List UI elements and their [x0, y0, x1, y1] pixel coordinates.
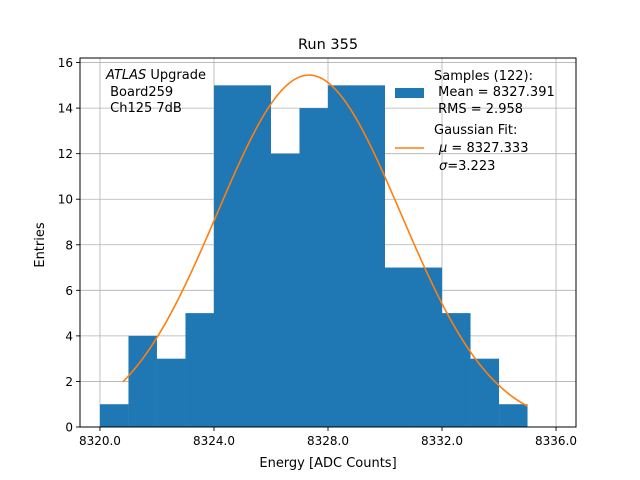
legend-samples-patch: [395, 88, 424, 98]
histogram-bar: [385, 267, 414, 427]
annotation-atlas: ATLAS: [105, 68, 146, 83]
legend-samples-title: Samples (122):: [434, 69, 533, 84]
annotation-line-3: Ch125 7dB: [106, 101, 182, 116]
histogram-bar: [156, 358, 186, 427]
annotation-line-1: ATLAS Upgrade: [105, 68, 206, 83]
histogram-bar: [299, 108, 328, 427]
y-tick-label: 4: [65, 329, 73, 343]
legend-fit-mu: μ = 8327.333: [438, 141, 528, 156]
bars-layer: [99, 85, 528, 427]
legend-fit-title: Gaussian Fit:: [434, 123, 517, 138]
histogram-bar: [270, 153, 300, 427]
x-tick-label: 8320.0: [79, 434, 121, 448]
histogram-bar: [499, 404, 528, 427]
y-tick-label: 14: [58, 102, 73, 116]
histogram-bar: [213, 85, 243, 427]
histogram-bar: [413, 267, 443, 427]
fit-layer: [122, 74, 528, 407]
legend-mu-value: = 8327.333: [447, 141, 528, 156]
legend-sigma-value: =3.223: [447, 159, 495, 174]
histogram-bar: [356, 85, 386, 427]
y-tick-label: 8: [65, 238, 73, 252]
y-tick-label: 6: [65, 284, 73, 298]
legend: Samples (122): Mean = 8327.391 RMS = 2.9…: [395, 69, 555, 174]
y-tick-label: 12: [58, 147, 73, 161]
atlas-annotation: ATLAS Upgrade Board259 Ch125 7dB: [105, 68, 206, 116]
x-tick-label: 8332.0: [421, 434, 463, 448]
histogram-bar: [99, 404, 129, 427]
y-tick-label: 0: [65, 421, 73, 435]
ticks-layer: 8320.0 8324.0 8328.0 8332.0 8336.0 0 2 4 6 8 10 12 1…: [58, 56, 577, 448]
annotation-line-2: Board259: [106, 85, 173, 100]
legend-samples-rms: RMS = 2.958: [434, 102, 523, 117]
histogram-bar: [185, 313, 214, 427]
annotation-upgrade: Upgrade: [146, 68, 206, 83]
chart-title: Run 355: [298, 37, 358, 53]
x-tick-label: 8328.0: [307, 434, 349, 448]
y-tick-label: 10: [58, 193, 73, 207]
histogram-bar: [242, 85, 271, 427]
y-tick-label: 16: [58, 56, 73, 70]
histogram-bar: [442, 313, 471, 427]
y-tick-label: 2: [65, 375, 73, 389]
y-axis-label: Entries: [33, 222, 48, 268]
legend-sigma-symbol: σ: [439, 159, 448, 174]
legend-fit-sigma: σ=3.223: [439, 159, 495, 174]
histogram-bar: [328, 85, 357, 427]
gaussian-fit-curve: [122, 74, 528, 407]
x-tick-label: 8324.0: [193, 434, 235, 448]
x-tick-label: 8336.0: [535, 434, 577, 448]
legend-mu-symbol: μ: [438, 141, 447, 156]
legend-samples-mean: Mean = 8327.391: [434, 85, 555, 100]
histogram-bar: [128, 335, 157, 427]
x-axis-label: Energy [ADC Counts]: [259, 456, 396, 471]
histogram-bar: [470, 358, 500, 427]
